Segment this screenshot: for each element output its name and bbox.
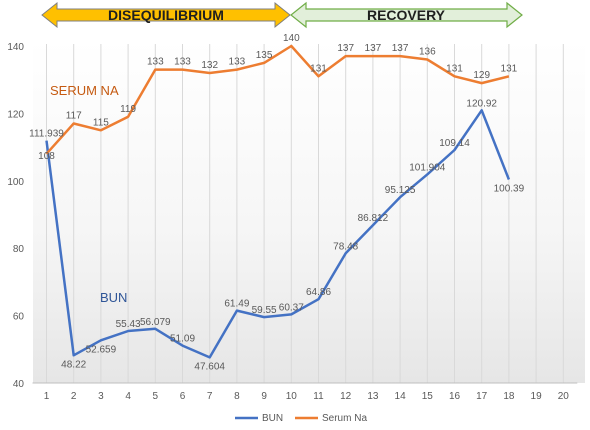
serum-na-note: SERUM NA xyxy=(50,83,119,98)
data-label-bun: 56.079 xyxy=(140,317,171,328)
x-tick-label: 13 xyxy=(367,391,379,402)
x-tick-label: 19 xyxy=(531,391,543,402)
x-tick-label: 1 xyxy=(44,391,50,402)
data-label-bun: 86.812 xyxy=(358,213,389,224)
data-label-bun: 100.39 xyxy=(494,184,525,195)
bun-note: BUN xyxy=(100,290,127,305)
data-label-serum-na: 129 xyxy=(473,70,490,81)
x-tick-label: 14 xyxy=(395,391,407,402)
disequilibrium-label: DISEQUILIBRIUM xyxy=(108,7,224,23)
plot-background xyxy=(33,40,585,383)
x-tick-label: 12 xyxy=(340,391,352,402)
legend: BUN Serum Na xyxy=(235,413,367,424)
data-label-serum-na: 131 xyxy=(446,63,463,74)
x-tick-label: 3 xyxy=(98,391,104,402)
y-tick-label: 140 xyxy=(7,42,24,53)
series-line-bun xyxy=(45,109,511,359)
data-label-bun: 101.904 xyxy=(409,162,446,173)
data-label-serum-na: 133 xyxy=(147,57,164,68)
data-label-bun: 111.939 xyxy=(29,129,64,140)
data-label-bun: 120.92 xyxy=(466,98,497,109)
data-label-bun: 109.14 xyxy=(439,138,470,149)
x-tick-label: 2 xyxy=(71,391,77,402)
data-label-serum-na: 119 xyxy=(120,104,136,115)
disequilibrium-arrow xyxy=(41,1,291,29)
data-label-serum-na: 137 xyxy=(365,43,382,54)
data-label-serum-na: 115 xyxy=(93,117,109,128)
data-label-bun: 64.86 xyxy=(306,287,331,298)
data-label-bun: 95.125 xyxy=(385,185,416,196)
data-label-serum-na: 137 xyxy=(337,43,354,54)
data-label-bun: 78.48 xyxy=(333,241,358,252)
data-label-serum-na: 136 xyxy=(419,47,436,58)
x-tick-label: 16 xyxy=(449,391,461,402)
data-label-bun: 61.49 xyxy=(224,299,249,310)
data-label-serum-na: 133 xyxy=(174,57,191,68)
data-label-serum-na: 108 xyxy=(38,151,55,162)
x-tick-label: 7 xyxy=(207,391,213,402)
grid-lines xyxy=(32,44,578,384)
data-label-bun: 48.22 xyxy=(61,359,86,370)
x-tick-label: 18 xyxy=(503,391,515,402)
x-tick-label: 20 xyxy=(558,391,570,402)
y-tick-label: 60 xyxy=(13,312,25,323)
y-tick-label: 120 xyxy=(7,109,24,120)
axis-ticks: 1 2 3 4 5 6 7 8 9 10 11 12 13 14 15 16 17 18 19 20406080100… xyxy=(7,42,569,402)
data-label-bun: 51.09 xyxy=(170,334,195,345)
data-label-serum-na: 137 xyxy=(392,43,409,54)
data-label-serum-na: 133 xyxy=(229,57,246,68)
disequilibrium-banner: DISEQUILIBRIUM xyxy=(41,1,291,29)
recovery-banner: RECOVERY xyxy=(290,1,523,29)
data-label-serum-na: 117 xyxy=(66,111,82,122)
data-label-bun: 47.604 xyxy=(194,361,225,372)
data-label-serum-na: 131 xyxy=(501,63,518,74)
data-label-bun: 60.37 xyxy=(279,302,304,313)
data-label-bun: 55.43 xyxy=(116,319,141,330)
x-tick-label: 6 xyxy=(180,391,186,402)
series-line-serum-na xyxy=(45,44,510,155)
data-label-serum-na: 131 xyxy=(310,63,327,74)
x-tick-label: 15 xyxy=(422,391,434,402)
x-tick-label: 4 xyxy=(125,391,131,402)
x-tick-label: 17 xyxy=(476,391,488,402)
x-tick-label: 9 xyxy=(261,391,267,402)
recovery-arrow xyxy=(290,1,523,29)
legend-label-bun: BUN xyxy=(262,413,283,424)
data-label-serum-na: 135 xyxy=(256,50,273,61)
y-tick-label: 40 xyxy=(13,379,25,390)
x-tick-label: 5 xyxy=(153,391,159,402)
data-label-serum-na: 132 xyxy=(201,60,218,71)
data-label-bun: 59.55 xyxy=(252,305,277,316)
data-label-bun: 52.659 xyxy=(86,344,117,355)
y-tick-label: 100 xyxy=(7,177,24,188)
x-tick-label: 8 xyxy=(234,391,240,402)
recovery-label: RECOVERY xyxy=(367,7,446,23)
data-label-serum-na: 140 xyxy=(283,33,300,44)
x-tick-label: 10 xyxy=(286,391,298,402)
x-tick-label: 11 xyxy=(313,391,324,402)
y-tick-label: 80 xyxy=(13,244,25,255)
legend-label-serum-na: Serum Na xyxy=(322,413,367,424)
